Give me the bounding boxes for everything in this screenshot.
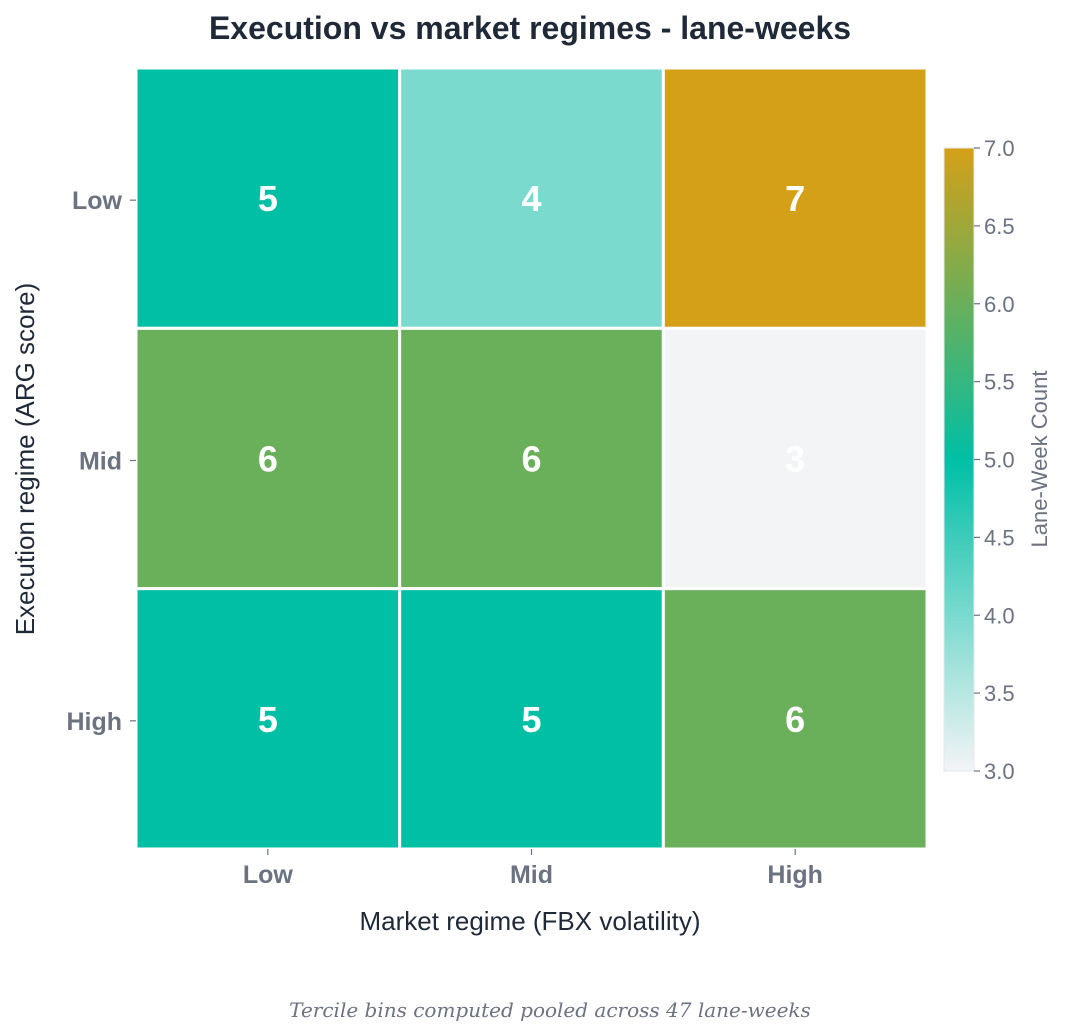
- y-axis-label: Execution regime (ARG score): [10, 283, 40, 636]
- heatmap-cell: [661, 66, 929, 330]
- colorbar-gradient: [943, 147, 975, 772]
- colorbar-tick-label: 7.0: [984, 136, 1015, 161]
- colorbar-tick-label: 4.5: [984, 525, 1015, 550]
- y-axis-ticks: Low Mid High: [66, 187, 136, 736]
- heatmap-cell: [661, 326, 929, 591]
- x-axis-ticks: Low Mid High: [243, 849, 823, 889]
- cell-value-label: 6: [258, 439, 278, 480]
- colorbar-label: Lane-Week Count: [1027, 371, 1052, 548]
- heatmap-cell: [398, 66, 665, 330]
- colorbar-tick-label: 6.5: [984, 214, 1015, 239]
- cell-value-label: 7: [785, 178, 805, 219]
- heatmap-cells: 5 4 7 6 6 3 5 5 6: [134, 66, 929, 851]
- chart-title: Execution vs market regimes - lane-weeks: [209, 10, 851, 46]
- y-tick-label: Mid: [79, 448, 122, 476]
- cell-value-label: 3: [785, 439, 805, 480]
- x-axis-label: Market regime (FBX volatility): [360, 906, 701, 936]
- cell-value-label: 4: [521, 178, 541, 219]
- cell-value-label: 6: [521, 439, 541, 480]
- colorbar-tick-label: 5.0: [984, 448, 1015, 473]
- heatmap-cell: [134, 66, 402, 330]
- cell-value-label: 5: [258, 178, 278, 219]
- cell-value-label: 6: [785, 699, 805, 740]
- y-tick-label: Low: [72, 187, 123, 215]
- colorbar-tick-label: 6.0: [984, 292, 1015, 317]
- x-tick-label: Mid: [510, 861, 553, 889]
- colorbar-tick-label: 4.0: [984, 603, 1015, 628]
- heatmap-cell: [398, 326, 665, 591]
- y-tick-label: High: [66, 708, 122, 736]
- heatmap-cell: [398, 587, 665, 851]
- colorbar-tick-label: 3.5: [984, 681, 1015, 706]
- x-tick-label: Low: [243, 861, 294, 889]
- cell-value-label: 5: [258, 699, 278, 740]
- x-tick-label: High: [767, 861, 823, 889]
- colorbar-tick-label: 3.0: [984, 759, 1015, 784]
- cell-value-label: 5: [521, 699, 541, 740]
- colorbar: 3.0 3.5 4.0 4.5 5.0 5.5 6.0 6.5 7.0: [943, 136, 1015, 784]
- heatmap-cell: [134, 326, 402, 591]
- caption: Tercile bins computed pooled across 47 l…: [289, 998, 811, 1022]
- colorbar-tick-label: 5.5: [984, 370, 1015, 395]
